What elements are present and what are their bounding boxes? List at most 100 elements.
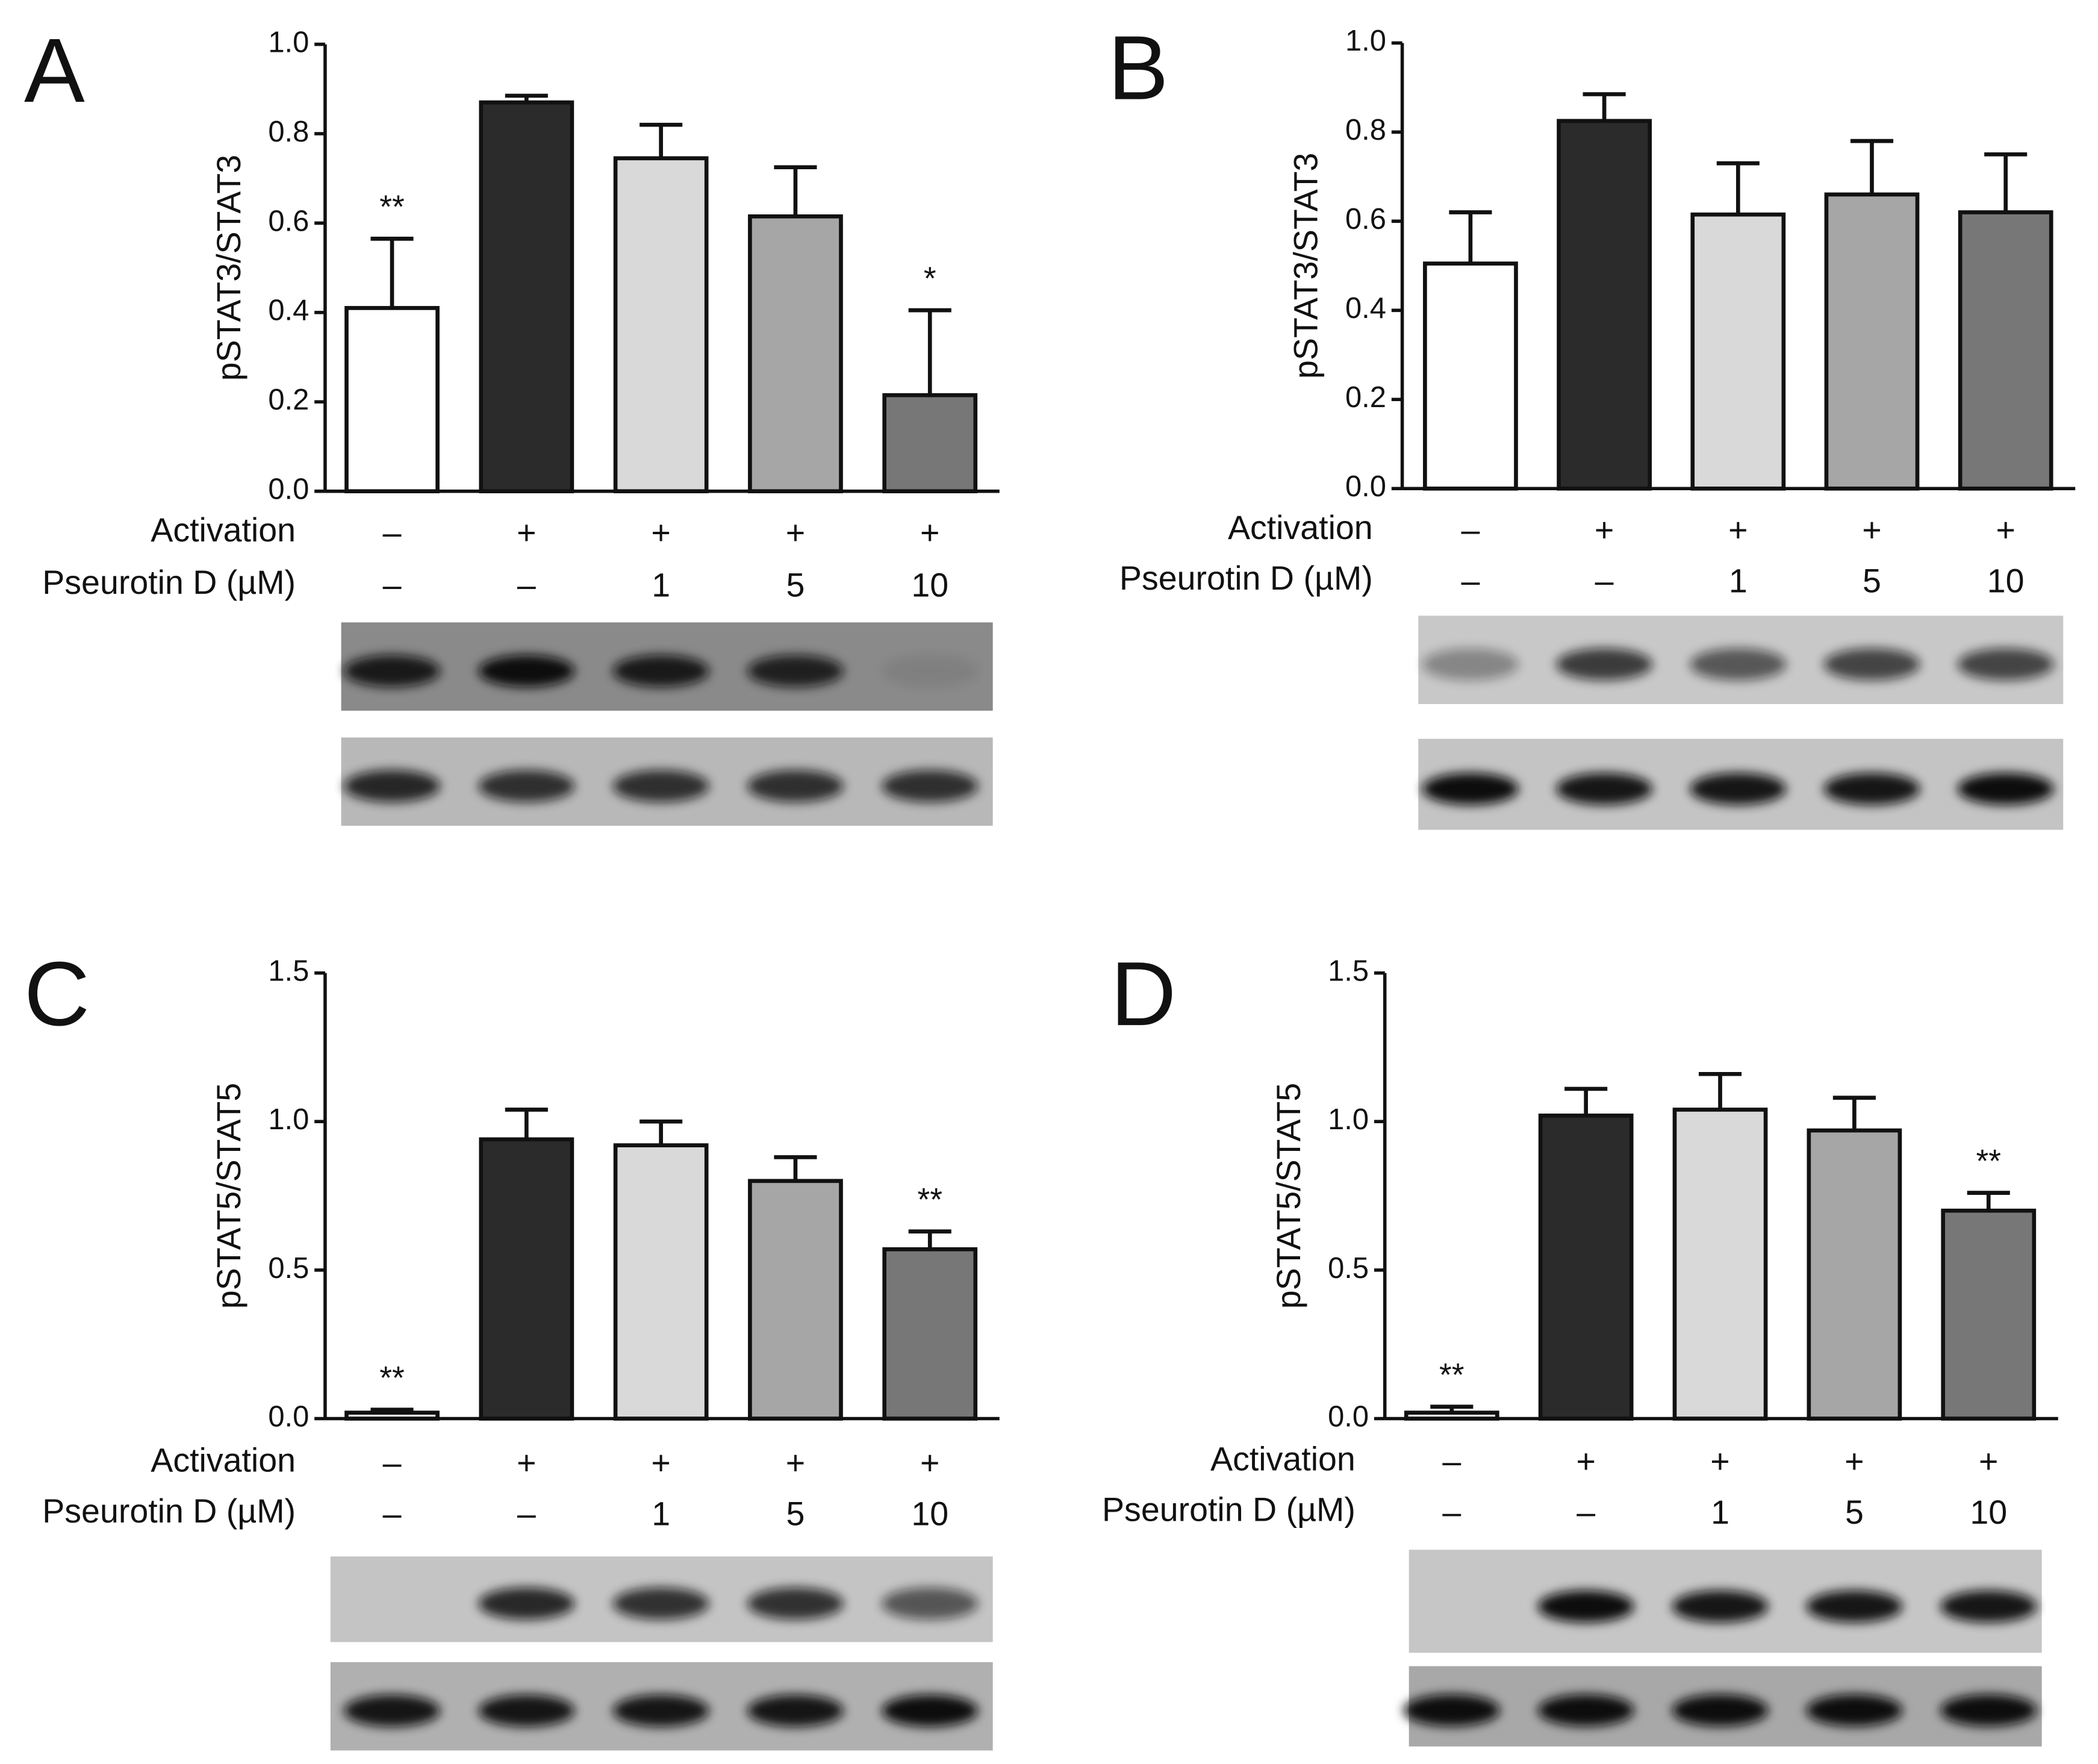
bar (882, 1247, 978, 1421)
condition-label: + (786, 1444, 805, 1482)
y-tick-label: 1.0 (268, 26, 309, 58)
condition-label: + (1996, 511, 2015, 549)
condition-label: 5 (786, 566, 805, 603)
condition-label: 5 (1845, 1494, 1864, 1531)
bar (882, 393, 978, 494)
blot-band (1672, 1694, 1769, 1727)
condition-label: 10 (1987, 563, 2025, 600)
condition-label: 10 (911, 1495, 948, 1532)
condition-label: 10 (1970, 1494, 2007, 1531)
blot-band (747, 770, 844, 802)
y-tick-label: 0.2 (268, 384, 309, 416)
condition-label: 5 (1863, 563, 1881, 600)
panel-label: B (1108, 17, 1169, 119)
bar (1941, 1208, 2037, 1421)
bar (479, 100, 574, 494)
significance: ** (917, 1182, 942, 1218)
blot-band (612, 1694, 709, 1727)
condition-label: – (1442, 1443, 1461, 1480)
blot-band (1806, 1694, 1903, 1727)
condition-label: – (383, 1444, 402, 1482)
blot-band (882, 655, 979, 687)
row-label: Activation (1228, 509, 1373, 546)
blot-band (1823, 648, 1920, 681)
blot-band (612, 1587, 709, 1620)
blot-band (747, 655, 844, 687)
panel: B 0.0 0.2 0.4 0.6 0.8 1.0 pSTAT3/STAT3 Activatio… (1108, 17, 2076, 830)
blot-band (1672, 1590, 1769, 1623)
condition-label: + (920, 1444, 939, 1482)
blot-band (1422, 648, 1519, 681)
bar (613, 156, 709, 494)
blot-band (612, 770, 709, 802)
blot-band (747, 1587, 844, 1620)
blot-band (344, 1694, 441, 1727)
blot-band (882, 1694, 979, 1727)
condition-label: + (786, 514, 805, 552)
blot-band (1823, 773, 1920, 805)
blot-band (882, 770, 979, 802)
y-axis-label: pSTAT5/STAT5 (210, 1083, 247, 1309)
y-tick-label: 0.2 (1345, 381, 1386, 414)
condition-label: + (517, 1444, 536, 1482)
blot-band (478, 1694, 575, 1727)
y-tick-label: 0.8 (1345, 114, 1386, 146)
bar (1557, 119, 1652, 491)
blot-band (1690, 773, 1787, 805)
condition-label: + (1576, 1443, 1595, 1480)
condition-label: 1 (652, 1495, 670, 1532)
condition-label: – (1595, 563, 1614, 600)
y-tick-label: 1.0 (1345, 25, 1386, 57)
condition-label: + (1862, 511, 1881, 549)
condition-label: – (383, 1495, 402, 1532)
blot-band (478, 1587, 575, 1620)
blot-band (1556, 773, 1653, 805)
y-tick-label: 0.0 (1345, 470, 1386, 503)
row-label: Activation (151, 511, 296, 549)
bar (613, 1143, 709, 1421)
bar (1423, 261, 1518, 491)
condition-label: – (1442, 1494, 1461, 1531)
condition-label: – (1577, 1494, 1595, 1531)
condition-label: + (1710, 1443, 1729, 1480)
panel-label: D (1110, 943, 1176, 1045)
condition-label: + (1595, 511, 1614, 549)
condition-label: – (1461, 511, 1480, 549)
bar (1824, 192, 1920, 491)
blot-band (1957, 773, 2054, 805)
bar (1690, 212, 1786, 491)
condition-label: 5 (786, 1495, 805, 1532)
blot-band (1422, 773, 1519, 805)
y-tick-label: 0.5 (1328, 1252, 1369, 1285)
significance: ** (379, 1360, 404, 1396)
y-tick-label: 1.0 (268, 1103, 309, 1136)
y-tick-label: 1.5 (268, 955, 309, 987)
panel: D 0.0 0.5 1.0 1.5 pSTAT5/STAT5 ** ** Activation –… (1102, 943, 2058, 1747)
bar (1538, 1114, 1634, 1421)
blot-band (1940, 1694, 2037, 1727)
bar (1672, 1108, 1768, 1421)
blot-band (1957, 648, 2054, 681)
condition-label: – (383, 514, 402, 552)
y-tick-label: 0.5 (268, 1252, 309, 1285)
y-tick-label: 0.0 (1328, 1400, 1369, 1433)
blot-band (344, 655, 441, 687)
blot-band (612, 655, 709, 687)
row-label: Activation (151, 1441, 296, 1479)
row-label: Pseurotin D (µM) (1102, 1491, 1356, 1529)
y-tick-label: 0.8 (268, 116, 309, 148)
y-tick-label: 0.0 (268, 473, 309, 506)
panel-label: A (24, 20, 85, 122)
y-tick-label: 1.0 (1328, 1103, 1369, 1136)
blot-band (1940, 1590, 2037, 1623)
significance: ** (1976, 1144, 2001, 1179)
y-tick-label: 0.6 (1345, 203, 1386, 235)
blot-band (1537, 1590, 1634, 1623)
row-label: Pseurotin D (µM) (1119, 559, 1373, 597)
panel: C 0.0 0.5 1.0 1.5 pSTAT5/STAT5 ** ** Activation –… (24, 943, 1000, 1751)
y-tick-label: 0.4 (1345, 292, 1386, 325)
blot-band (1806, 1590, 1903, 1623)
